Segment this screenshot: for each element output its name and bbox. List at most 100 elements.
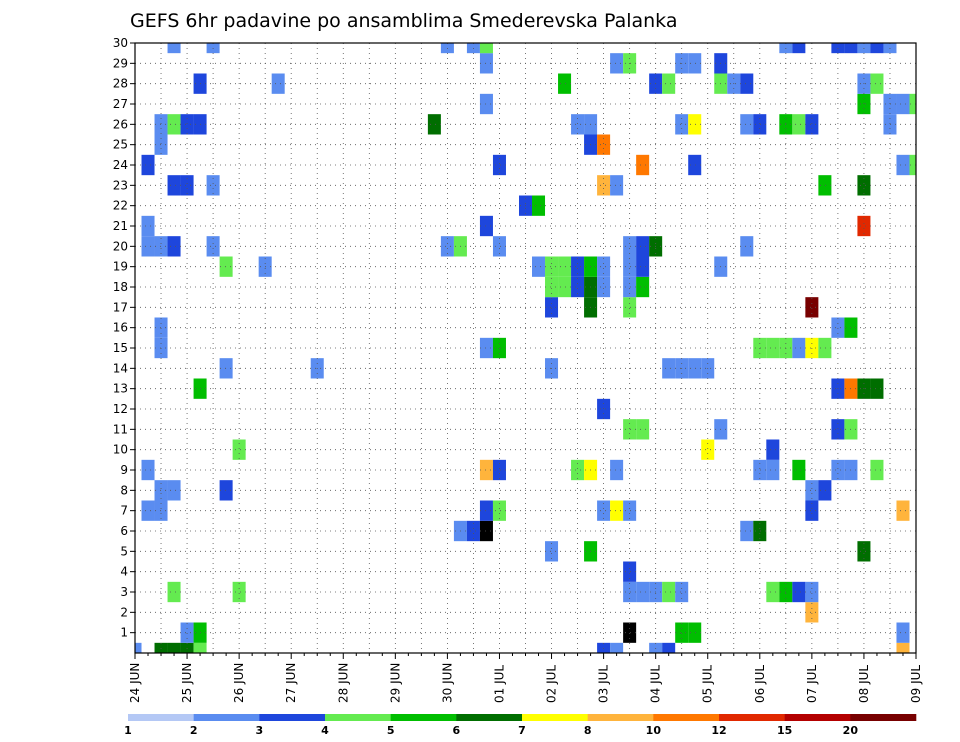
heatmap-cell	[479, 215, 493, 237]
heatmap-cell	[896, 93, 910, 115]
heatmap-cell	[688, 358, 702, 379]
heatmap-cell	[675, 114, 689, 135]
colorbar-swatch	[850, 714, 917, 721]
y-tick-label: 15	[113, 341, 128, 355]
heatmap-cell	[154, 317, 168, 338]
colorbar-swatch	[784, 714, 851, 721]
heatmap-cell	[740, 114, 754, 135]
heatmap-cell	[154, 500, 168, 521]
heatmap-cell	[571, 114, 585, 135]
colorbar-swatch	[325, 714, 391, 721]
x-tick-label: 04 JUL	[649, 665, 663, 703]
heatmap-cell	[805, 480, 819, 501]
heatmap-cell	[532, 256, 546, 277]
x-tick-label: 03 JUL	[597, 665, 611, 703]
heatmap-cell	[766, 337, 780, 359]
heatmap-cell	[440, 236, 454, 257]
heatmap-cell	[466, 520, 480, 542]
heatmap-cell	[154, 236, 168, 257]
heatmap-cell	[571, 256, 585, 277]
heatmap-cell	[571, 276, 585, 298]
heatmap-cell	[805, 581, 819, 603]
heatmap-cell	[479, 500, 493, 521]
heatmap-cell	[492, 459, 506, 481]
y-tick-label: 10	[113, 443, 128, 457]
colorbar-label: 12	[711, 724, 726, 737]
y-tick-label: 20	[113, 239, 128, 253]
heatmap-cell	[206, 175, 220, 196]
heatmap-cell	[545, 256, 559, 277]
heatmap-cell	[766, 439, 780, 460]
heatmap-cell	[896, 500, 910, 521]
heatmap-cell	[870, 43, 884, 54]
x-tick-label: 08 JUL	[857, 665, 871, 703]
heatmap-cell	[662, 358, 676, 379]
heatmap-cell	[831, 419, 845, 440]
heatmap-cell	[141, 236, 155, 257]
heatmap-cell	[154, 134, 168, 155]
heatmap-cell	[818, 175, 832, 196]
heatmap-cell	[623, 276, 637, 298]
heatmap-cell	[636, 154, 650, 176]
heatmap-cell	[675, 622, 689, 643]
heatmap-cell	[675, 581, 689, 603]
heatmap-cell	[597, 276, 611, 298]
heatmap-cell	[805, 114, 819, 135]
heatmap-cell	[180, 175, 194, 196]
heatmap-cell	[479, 43, 493, 54]
colorbar-label: 2	[190, 724, 198, 737]
heatmap-cell	[636, 236, 650, 257]
x-tick-label: 25 JUN	[180, 663, 194, 703]
heatmap-cell	[206, 236, 220, 257]
x-tick-label: 06 JUL	[753, 665, 767, 703]
colorbar-label: 3	[256, 724, 264, 737]
colorbar-swatch	[390, 714, 457, 721]
colorbar-label: 1	[124, 724, 132, 737]
y-tick-label: 21	[113, 219, 128, 233]
y-tick-label: 5	[120, 544, 128, 558]
colorbar-swatch	[719, 714, 785, 721]
y-tick-label: 2	[120, 605, 128, 619]
heatmap-cell	[870, 378, 884, 399]
heatmap-cell	[870, 73, 884, 94]
heatmap-cell	[597, 642, 611, 653]
x-tick-label: 28 JUN	[336, 663, 350, 703]
heatmap-cell	[180, 114, 194, 135]
heatmap-cell	[219, 358, 233, 379]
heatmap-cell	[597, 500, 611, 521]
heatmap-cell	[479, 459, 493, 481]
heatmap-cell	[857, 541, 871, 562]
heatmap-cell	[818, 480, 832, 501]
heatmap-cell	[427, 114, 441, 135]
heatmap-cell	[688, 154, 702, 176]
heatmap-cell	[623, 561, 637, 582]
colorbar-label: 7	[518, 724, 526, 737]
y-tick-label: 25	[113, 138, 128, 152]
heatmap-cell	[688, 114, 702, 135]
y-tick-label: 16	[113, 321, 128, 335]
heatmap-cell	[662, 642, 676, 653]
heatmap-cell	[219, 480, 233, 501]
colorbar-label: 10	[646, 724, 662, 737]
heatmap-cell	[818, 337, 832, 359]
heatmap-cell	[831, 459, 845, 481]
grid-layer	[135, 43, 916, 653]
heatmap-cell	[558, 256, 572, 277]
heatmap-cell	[571, 459, 585, 481]
y-tick-label: 4	[120, 565, 128, 579]
y-tick-label: 27	[113, 97, 128, 111]
heatmap-cell	[662, 73, 676, 94]
heatmap-cell	[623, 419, 637, 440]
heatmap-cell	[753, 114, 767, 135]
x-axis: 24 JUN 25 JUN 26 JUN 27 JUN 28 JUN 29 JUN 30 J…	[128, 653, 923, 703]
y-tick-label: 8	[120, 483, 128, 497]
heatmap-cell	[492, 500, 506, 521]
colorbar-swatch	[456, 714, 523, 721]
colorbar-label: 4	[321, 724, 329, 737]
heatmap-cell	[479, 93, 493, 115]
y-tick-label: 17	[113, 300, 128, 314]
y-tick-label: 26	[113, 117, 128, 131]
heatmap-cell	[141, 459, 155, 481]
heatmap-cell	[688, 53, 702, 74]
x-tick-label: 27 JUN	[284, 663, 298, 703]
